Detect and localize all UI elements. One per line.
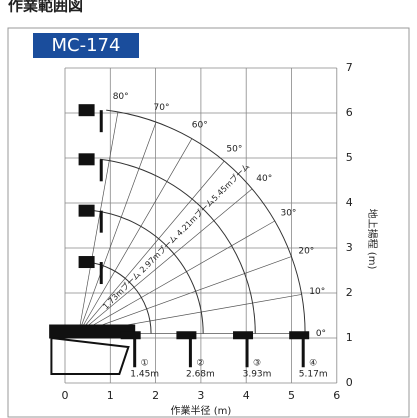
angle-label: 0°	[316, 329, 326, 339]
radius-label: 5.17m	[299, 370, 328, 380]
angle-ray	[78, 111, 119, 334]
page-title: 作業範囲図	[8, 0, 83, 15]
hook-head	[120, 331, 141, 340]
hook-head	[176, 331, 197, 340]
angle-label: 10°	[309, 287, 325, 297]
x-tick-label: 4	[243, 389, 250, 402]
frame	[7, 27, 410, 418]
radius-label: 3.93m	[243, 370, 272, 380]
x-axis-label: 作業半径 (m)	[171, 404, 232, 417]
boom-head	[78, 153, 95, 166]
model-label: MC-174	[52, 35, 121, 56]
angle-label: 20°	[298, 247, 314, 257]
angle-label: 30°	[280, 209, 296, 219]
x-tick-label: 6	[333, 389, 340, 402]
boom-head	[78, 204, 95, 217]
radius-label: 2.68m	[186, 370, 215, 380]
radius-marker: ①	[141, 358, 149, 368]
y-tick-label: 3	[346, 241, 353, 254]
crane-body	[50, 336, 130, 375]
boom-arc	[106, 109, 306, 334]
angle-label: 70°	[154, 103, 170, 113]
radius-marker: ②	[196, 358, 204, 368]
boom-arc	[100, 158, 256, 334]
angle-ray	[78, 160, 225, 334]
hook-head	[233, 331, 254, 340]
y-tick-label: 4	[346, 196, 353, 209]
boom-head	[78, 256, 95, 269]
radius-marker: ④	[309, 358, 317, 368]
y-tick-label: 1	[346, 331, 353, 344]
angle-ray	[78, 220, 275, 334]
angle-label: 60°	[192, 121, 208, 131]
y-tick-label: 0	[346, 376, 353, 389]
y-axis-label: 地上揚程 (m)	[366, 209, 379, 270]
x-tick-label: 0	[62, 389, 69, 402]
x-tick-label: 3	[197, 389, 204, 402]
radius-marker: ③	[253, 358, 261, 368]
hook-head	[289, 331, 310, 340]
angle-label: 40°	[256, 174, 272, 184]
boom-arc	[93, 210, 204, 334]
angle-ray	[78, 256, 292, 334]
y-tick-label: 5	[346, 151, 353, 164]
y-tick-label: 6	[346, 106, 353, 119]
model-badge	[33, 33, 139, 58]
x-tick-label: 5	[288, 389, 295, 402]
y-tick-label: 7	[346, 61, 353, 74]
crane-base	[49, 324, 136, 339]
angle-ray	[78, 188, 253, 334]
angle-ray	[78, 121, 157, 334]
x-tick-label: 2	[152, 389, 159, 402]
radius-label: 1.45m	[130, 370, 159, 380]
y-tick-label: 2	[346, 286, 353, 299]
angle-label: 80°	[113, 92, 129, 102]
x-tick-label: 1	[107, 389, 114, 402]
angle-label: 50°	[226, 145, 242, 155]
angle-ray	[78, 138, 193, 334]
boom-head	[78, 104, 95, 117]
